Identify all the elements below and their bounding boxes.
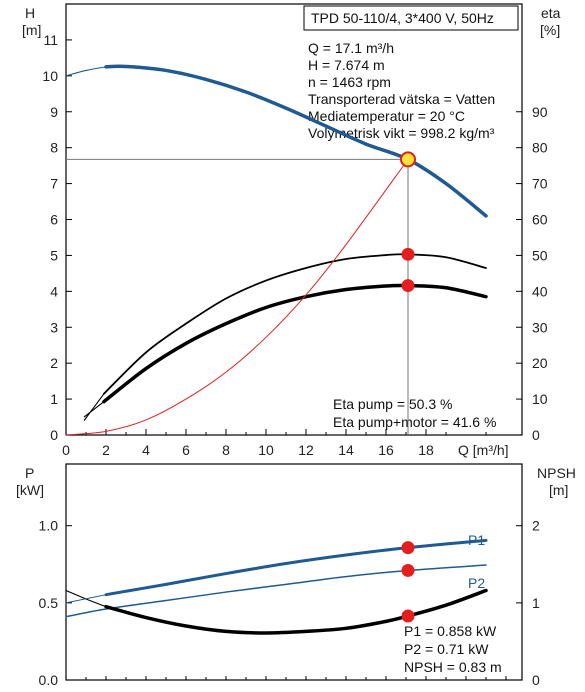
y-left-tick-label: 5 — [50, 247, 58, 263]
series-extension-H — [65, 66, 107, 77]
duty-point-ring — [400, 151, 416, 168]
series-extension-eta_pump_motor — [83, 401, 105, 418]
info-line: n = 1463 rpm — [308, 74, 391, 90]
series-line-eta_pump — [103, 253, 487, 395]
info-line: Transporterad vätska = Vatten — [308, 91, 495, 107]
info-line: Mediatemperatur = 20 °C — [308, 108, 465, 124]
y-right-tick-label: 40 — [532, 283, 548, 299]
p2-info: P2 = 0.71 kW — [404, 641, 489, 657]
y-right-tick-label: 1 — [532, 595, 540, 611]
y-left-tick-label: 0.5 — [39, 595, 59, 611]
x-tick-label: 18 — [418, 442, 434, 458]
duty-point — [401, 563, 415, 577]
y-right-tick-label: 0 — [532, 672, 540, 688]
x-tick-label: 8 — [222, 442, 230, 458]
y-left-tick-label: 0.0 — [39, 672, 59, 688]
series-line-NPSH — [104, 588, 488, 635]
p-axis-unit: [kW] — [16, 482, 44, 498]
series-extension-eta_pump — [83, 393, 105, 421]
y-left-tick-label: 7 — [50, 176, 58, 192]
eta-pump-motor-info: Eta pump+motor = 41.6 % — [333, 414, 496, 430]
series-label-p2: P2 — [468, 575, 485, 591]
title-box — [303, 5, 519, 31]
y-right-tick-label: 50 — [532, 247, 548, 263]
x-tick-label: 12 — [298, 442, 314, 458]
y-left-tick-label: 10 — [42, 68, 58, 84]
eta-axis-unit: [%] — [540, 22, 560, 38]
chart-title: TPD 50-110/4, 3*400 V, 50Hz — [311, 10, 494, 26]
info-line: Q = 17.1 m³/h — [308, 40, 394, 56]
x-tick-label: 4 — [142, 442, 150, 458]
eta-axis-label: eta — [541, 5, 561, 21]
series-line-system_curve — [65, 158, 409, 436]
npsh-axis-unit: [m] — [549, 482, 568, 498]
y-left-tick-label: 0 — [50, 427, 58, 443]
npsh-axis-label: NPSH — [537, 465, 576, 481]
y-right-tick-label: 0 — [532, 427, 540, 443]
eta-pump-info: Eta pump = 50.3 % — [333, 396, 452, 412]
y-left-tick-label: 8 — [50, 140, 58, 156]
y-right-tick-label: 10 — [532, 391, 548, 407]
y-left-tick-label: 1.0 — [39, 518, 59, 534]
x-tick-label: 14 — [338, 442, 354, 458]
series-line-H — [104, 64, 488, 218]
power-info-bg — [401, 621, 519, 677]
y-right-tick-label: 80 — [532, 140, 548, 156]
h-axis-label: H — [25, 5, 35, 21]
y-right-tick-label: 70 — [532, 176, 548, 192]
y-left-tick-label: 3 — [50, 319, 58, 335]
duty-point — [401, 609, 415, 623]
y-left-tick-label: 1 — [50, 391, 58, 407]
x-tick-label: 16 — [378, 442, 394, 458]
bottom-plot-frame — [65, 463, 523, 681]
x-tick-label: 0 — [62, 442, 70, 458]
y-right-tick-label: 20 — [532, 355, 548, 371]
y-left-tick-label: 9 — [50, 104, 58, 120]
y-right-tick-label: 30 — [532, 319, 548, 335]
y-right-tick-label: 60 — [532, 212, 548, 228]
series-line-eta_pump_motor — [102, 283, 488, 404]
y-right-tick-label: 90 — [532, 104, 548, 120]
y-left-tick-label: 2 — [50, 355, 58, 371]
duty-point — [401, 279, 415, 293]
y-left-tick-label: 6 — [50, 212, 58, 228]
duty-point — [401, 541, 415, 555]
series-line-P_ext — [65, 594, 107, 604]
operating-info: Q = 17.1 m³/h H = 7.674 m n = 1463 rpm T… — [308, 40, 495, 141]
p-axis-label: P — [25, 465, 34, 481]
y-left-tick-label: 11 — [43, 32, 58, 48]
info-line: H = 7.674 m — [308, 57, 385, 73]
y-left-tick-label: 4 — [50, 283, 58, 299]
info-line: Volymetrisk vikt = 998.2 kg/m³ — [308, 125, 495, 141]
x-tick-label: 10 — [258, 442, 274, 458]
duty-point — [401, 247, 415, 261]
h-axis-unit: [m] — [22, 22, 41, 38]
x-tick-label: 2 — [102, 442, 110, 458]
npsh-info: NPSH = 0.83 m — [404, 659, 502, 675]
x-tick-label: 6 — [182, 442, 190, 458]
p1-info: P1 = 0.858 kW — [404, 623, 497, 639]
eta-info-bg — [330, 394, 520, 432]
q-axis-label: Q [m³/h] — [458, 442, 509, 458]
series-line-P1 — [104, 538, 488, 597]
y-right-tick-label: 2 — [532, 518, 540, 534]
